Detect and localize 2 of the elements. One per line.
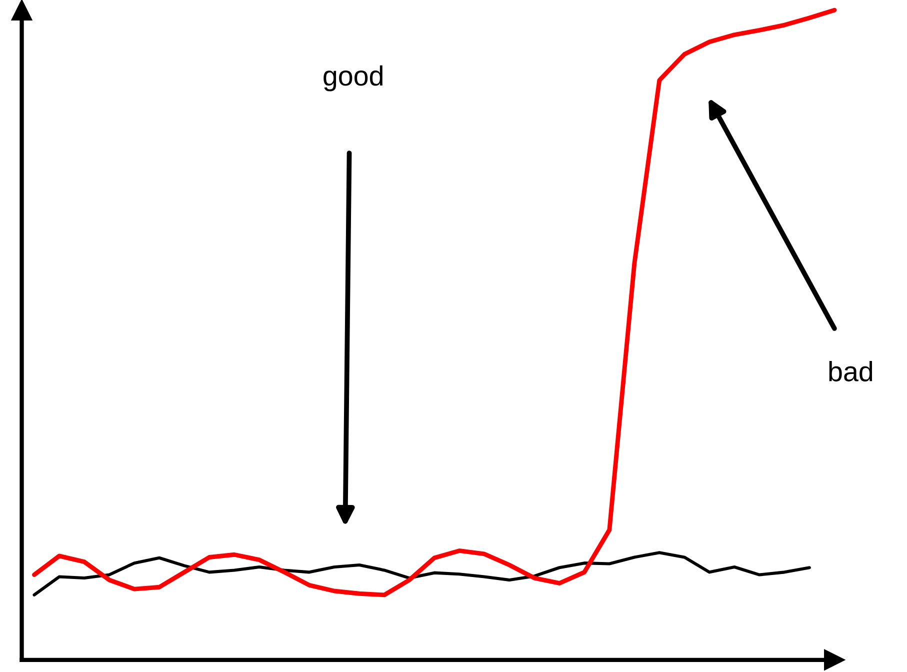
annotation: good (324, 65, 382, 92)
annotation: bad (829, 361, 872, 382)
